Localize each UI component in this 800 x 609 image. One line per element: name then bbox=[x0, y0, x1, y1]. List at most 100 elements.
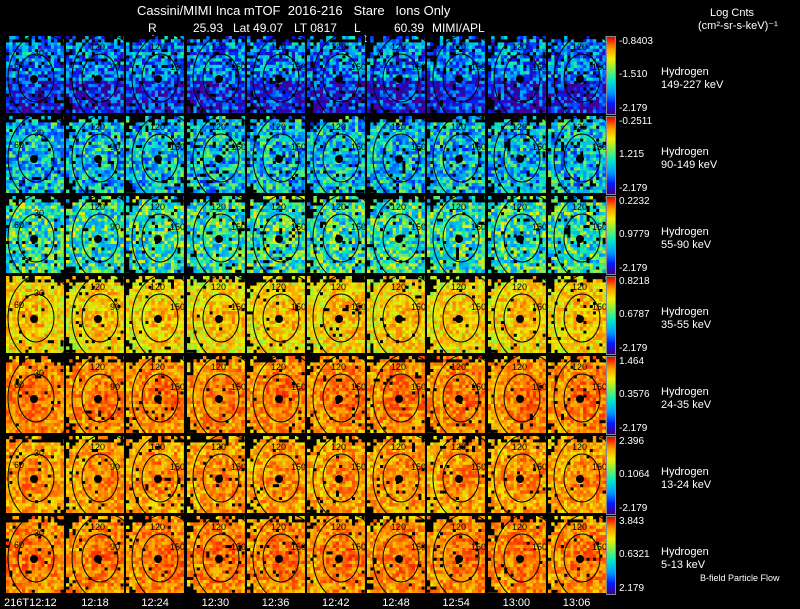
contour-label: 150 bbox=[411, 462, 425, 472]
contour-label: 150 bbox=[471, 302, 485, 312]
saturn-marker bbox=[274, 75, 283, 83]
contour-label: 150 bbox=[592, 62, 606, 72]
contour-label: 150 bbox=[291, 382, 305, 392]
contour-label: 150 bbox=[532, 462, 546, 472]
saturn-marker bbox=[274, 235, 283, 243]
energy-label: Hydrogen 5-13 keV bbox=[661, 546, 709, 572]
saturn-marker bbox=[30, 155, 38, 163]
image-panel: 120 150 bbox=[367, 356, 426, 433]
saturn-marker bbox=[395, 155, 404, 163]
r-label: R bbox=[148, 21, 157, 35]
image-panel: 30 60 bbox=[6, 516, 64, 593]
contour-label: 150 bbox=[411, 142, 425, 152]
contour-line bbox=[553, 356, 606, 433]
contour-label: 120 bbox=[391, 42, 406, 52]
colorbar-title-line2: (cm²-sr-s-keV)⁻¹ bbox=[698, 19, 778, 33]
contour-label: 120 bbox=[90, 362, 105, 372]
image-panel: 120 150 bbox=[246, 36, 305, 113]
saturn-marker bbox=[335, 155, 343, 163]
contour-line bbox=[442, 213, 480, 263]
contour-line bbox=[563, 133, 601, 183]
contour-line bbox=[493, 276, 546, 353]
contour-label: 90 bbox=[110, 222, 120, 232]
contour-label: 90 bbox=[110, 542, 120, 552]
species-label: Hydrogen bbox=[661, 306, 711, 319]
species-label: Hydrogen bbox=[661, 466, 711, 479]
contour-label: 150 bbox=[170, 222, 184, 232]
contour-label: 150 bbox=[291, 542, 305, 552]
contour-label: 60 bbox=[14, 60, 24, 70]
image-panel: 120 150 bbox=[307, 436, 365, 513]
colorbar-min: -2.179 bbox=[619, 183, 647, 194]
contour-line bbox=[372, 276, 426, 353]
image-panel: 120 150 bbox=[307, 516, 365, 593]
contour-line bbox=[252, 516, 305, 593]
contour-line bbox=[432, 116, 486, 193]
saturn-marker bbox=[94, 395, 103, 403]
contour-line bbox=[442, 453, 480, 503]
image-panel: 120 150 bbox=[367, 196, 426, 273]
contour-line bbox=[7, 356, 64, 433]
energy-row: 30 60 120 90 120 150 120 150 120 150 120 150 120 150 1… bbox=[6, 436, 606, 515]
contour-line bbox=[563, 533, 601, 583]
energy-row: 30 60 120 90 120 150 120 150 120 150 120 150 120 150 1… bbox=[6, 196, 606, 275]
time-label: 13:06 bbox=[563, 597, 591, 609]
contour-label: 90 bbox=[110, 382, 120, 392]
contour-line bbox=[382, 533, 420, 583]
contour-label: 120 bbox=[512, 42, 527, 52]
image-panel: 120 150 bbox=[367, 36, 426, 113]
contour-label: 120 bbox=[391, 122, 406, 132]
time-label: 12:54 bbox=[442, 597, 470, 609]
contour-label: 150 bbox=[351, 382, 365, 392]
contour-label: 150 bbox=[411, 302, 425, 312]
saturn-marker bbox=[154, 555, 163, 563]
colorbar-mid: 0.9779 bbox=[619, 229, 650, 240]
image-panel: 120 90 bbox=[66, 356, 125, 433]
contour-line bbox=[141, 213, 179, 263]
saturn-marker bbox=[575, 155, 584, 163]
saturn-marker bbox=[154, 475, 163, 483]
image-panel: 120 150 bbox=[126, 36, 185, 113]
colorbar-max: 0.2232 bbox=[619, 196, 650, 207]
contour-label: 60 bbox=[14, 140, 24, 150]
contour-label: 60 bbox=[14, 540, 24, 550]
contour-label: 120 bbox=[331, 522, 346, 532]
contour-line bbox=[432, 516, 486, 593]
image-panel: 120 150 bbox=[246, 356, 305, 433]
image-panel: 120 90 bbox=[66, 436, 125, 513]
image-panel: 120 90 bbox=[66, 276, 125, 353]
colorbar bbox=[606, 196, 616, 275]
saturn-marker bbox=[214, 235, 223, 243]
contour-label: 120 bbox=[211, 122, 226, 132]
contour-line bbox=[7, 36, 64, 113]
saturn-marker bbox=[575, 555, 584, 563]
contour-line bbox=[563, 53, 601, 103]
contour-line bbox=[503, 373, 541, 423]
contour-line bbox=[7, 516, 64, 593]
contour-line bbox=[312, 276, 365, 353]
contour-line bbox=[312, 436, 365, 513]
species-label: Hydrogen bbox=[661, 546, 709, 559]
image-panel: 120 150 bbox=[487, 116, 546, 193]
contour-label: 120 bbox=[391, 362, 406, 372]
image-panel: 120 150 bbox=[307, 196, 365, 273]
contour-line bbox=[131, 36, 185, 113]
colorbar bbox=[606, 276, 616, 355]
contour-label: 150 bbox=[411, 222, 425, 232]
contour-label: 120 bbox=[451, 42, 466, 52]
contour-label: 120 bbox=[512, 282, 527, 292]
contour-label: 120 bbox=[150, 442, 165, 452]
contour-label: 120 bbox=[90, 442, 105, 452]
contour-line bbox=[141, 453, 179, 503]
contour-label: 120 bbox=[572, 42, 587, 52]
contour-line bbox=[372, 516, 426, 593]
contour-line bbox=[442, 373, 480, 423]
contour-line bbox=[262, 453, 300, 503]
contour-line bbox=[312, 116, 365, 193]
contour-label: 150 bbox=[351, 222, 365, 232]
colorbar-max: 3.843 bbox=[619, 516, 644, 527]
contour-line bbox=[262, 53, 300, 103]
contour-label: 120 bbox=[271, 122, 286, 132]
l-label: L bbox=[354, 21, 361, 35]
contour-line bbox=[141, 373, 179, 423]
